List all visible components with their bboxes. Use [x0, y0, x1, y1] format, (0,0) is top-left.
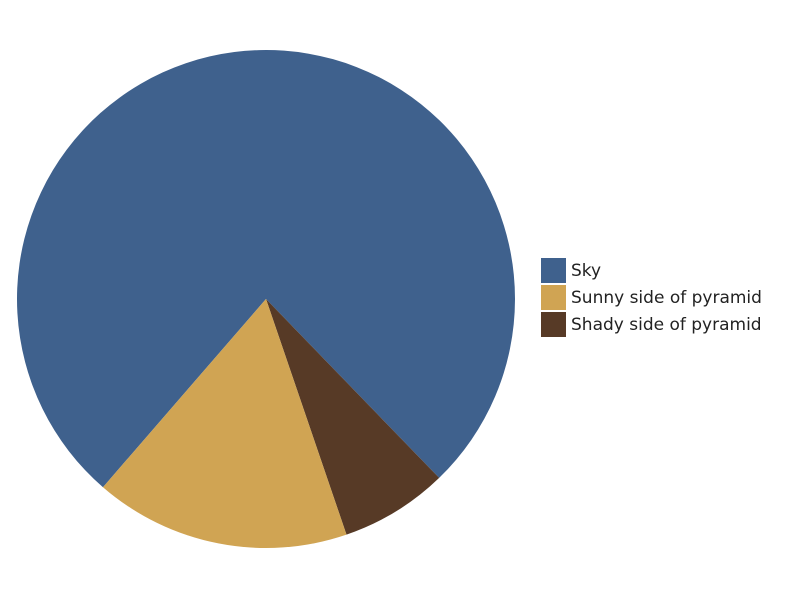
legend-item-shady: Shady side of pyramid [541, 311, 762, 338]
legend: Sky Sunny side of pyramid Shady side of … [541, 257, 762, 338]
legend-label-sunny: Sunny side of pyramid [571, 287, 762, 308]
legend-swatch-sunny [541, 285, 566, 310]
legend-item-sunny: Sunny side of pyramid [541, 284, 762, 311]
legend-swatch-sky [541, 258, 566, 283]
legend-label-sky: Sky [571, 260, 602, 281]
legend-swatch-shady [541, 312, 566, 337]
slice-sky [17, 49, 516, 488]
legend-label-shady: Shady side of pyramid [571, 314, 762, 335]
slice-sunny [102, 299, 347, 549]
slice-shady [266, 299, 440, 535]
legend-item-sky: Sky [541, 257, 762, 284]
